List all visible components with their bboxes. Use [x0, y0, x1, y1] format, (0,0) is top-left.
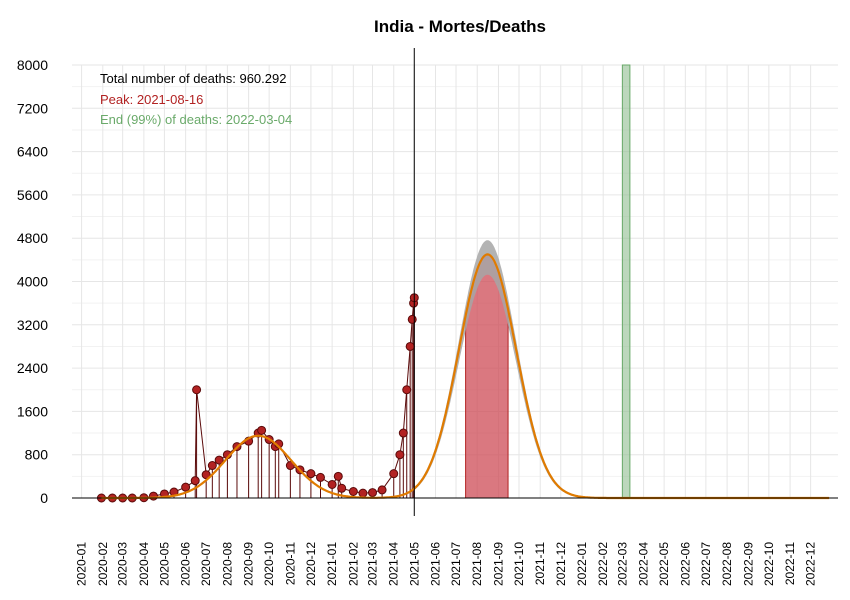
end-band	[621, 64, 631, 499]
x-tick-label: 2020-09	[242, 542, 256, 586]
y-tick-label: 2400	[17, 360, 48, 376]
observed-point	[181, 482, 191, 492]
y-tick-label: 3200	[17, 317, 48, 333]
y-tick-label: 800	[25, 447, 49, 463]
x-tick-label: 2021-10	[512, 542, 526, 586]
x-tick-label: 2020-11	[283, 542, 297, 585]
x-tick-label: 2020-08	[220, 542, 234, 586]
annotation-total: Total number of deaths: 960.292	[100, 71, 286, 86]
y-tick-label: 8000	[17, 57, 48, 73]
x-tick-label: 2022-08	[720, 542, 734, 586]
x-tick-label: 2021-01	[325, 542, 339, 586]
annotation-end: End (99%) of deaths: 2022-03-04	[100, 112, 292, 127]
observed-point	[315, 472, 325, 482]
observed-point	[405, 341, 415, 351]
plot-grid	[72, 64, 838, 499]
x-tick-label: 2021-04	[387, 542, 401, 586]
x-tick-label: 2021-09	[492, 542, 506, 586]
observed-point	[333, 471, 343, 481]
x-tick-label: 2020-12	[304, 542, 318, 586]
x-tick-label: 2022-12	[804, 542, 818, 586]
chart-title: India - Mortes/Deaths	[374, 17, 546, 36]
observed-point	[407, 314, 417, 324]
x-tick-label: 2022-06	[678, 542, 692, 586]
y-tick-label: 4000	[17, 274, 48, 290]
axes	[72, 48, 838, 516]
x-tick-label: 2021-05	[407, 542, 421, 586]
observed-point	[201, 470, 211, 480]
x-tick-label: 2022-10	[762, 542, 776, 586]
observed-point	[192, 385, 202, 395]
y-axis-ticks: 0 800 1600 2400 3200 4000 4800 5600 6400 7200 8000	[17, 57, 48, 506]
x-tick-label: 2020-01	[75, 542, 89, 586]
x-tick-label: 2022-02	[596, 542, 610, 586]
observed-point	[402, 385, 412, 395]
observed-point	[207, 461, 217, 471]
ci-area	[406, 240, 706, 498]
observed-point	[377, 485, 387, 495]
observed-point	[327, 479, 337, 489]
confidence-band	[406, 240, 706, 498]
x-tick-label: 2021-06	[429, 542, 443, 586]
y-tick-label: 0	[40, 490, 48, 506]
annotation-peak: Peak: 2021-08-16	[100, 92, 203, 107]
x-tick-label: 2022-07	[699, 542, 713, 586]
x-tick-label: 2021-12	[554, 542, 568, 586]
observed-point	[368, 488, 378, 498]
y-tick-label: 7200	[17, 100, 48, 116]
x-axis-ticks: 2020-01 2020-02 2020-03 2020-04 2020-05 2020-…	[75, 542, 818, 586]
x-tick-label: 2022-01	[575, 542, 589, 586]
x-tick-label: 2020-07	[199, 542, 213, 586]
x-tick-label: 2022-04	[637, 542, 651, 586]
observed-point	[190, 476, 200, 486]
x-tick-label: 2021-02	[346, 542, 360, 586]
observed-point	[214, 455, 224, 465]
x-tick-label: 2022-09	[741, 542, 755, 586]
x-tick-label: 2020-02	[96, 542, 110, 586]
observed-point	[389, 469, 399, 479]
y-tick-label: 5600	[17, 187, 48, 203]
x-tick-label: 2020-10	[262, 542, 276, 586]
x-tick-label: 2021-03	[366, 542, 380, 586]
observed-point	[348, 487, 358, 497]
y-tick-label: 1600	[17, 403, 48, 419]
observed-point	[257, 425, 267, 435]
observed-point	[395, 450, 405, 460]
x-tick-label: 2022-11	[783, 542, 797, 585]
observed-point	[337, 483, 347, 493]
y-tick-label: 6400	[17, 144, 48, 160]
observed-point	[398, 428, 408, 438]
x-tick-label: 2021-07	[449, 542, 463, 586]
y-tick-label: 4800	[17, 230, 48, 246]
observed-point	[306, 469, 316, 479]
x-tick-label: 2022-05	[657, 542, 671, 586]
x-tick-label: 2021-11	[533, 542, 547, 585]
x-tick-label: 2020-05	[157, 542, 171, 586]
x-tick-label: 2021-08	[470, 542, 484, 586]
x-tick-label: 2020-04	[137, 542, 151, 586]
observed-point	[148, 491, 158, 501]
observed-point	[358, 488, 368, 498]
x-tick-label: 2022-03	[615, 542, 629, 586]
x-tick-label: 2020-06	[179, 542, 193, 586]
x-tick-label: 2020-03	[116, 542, 130, 586]
